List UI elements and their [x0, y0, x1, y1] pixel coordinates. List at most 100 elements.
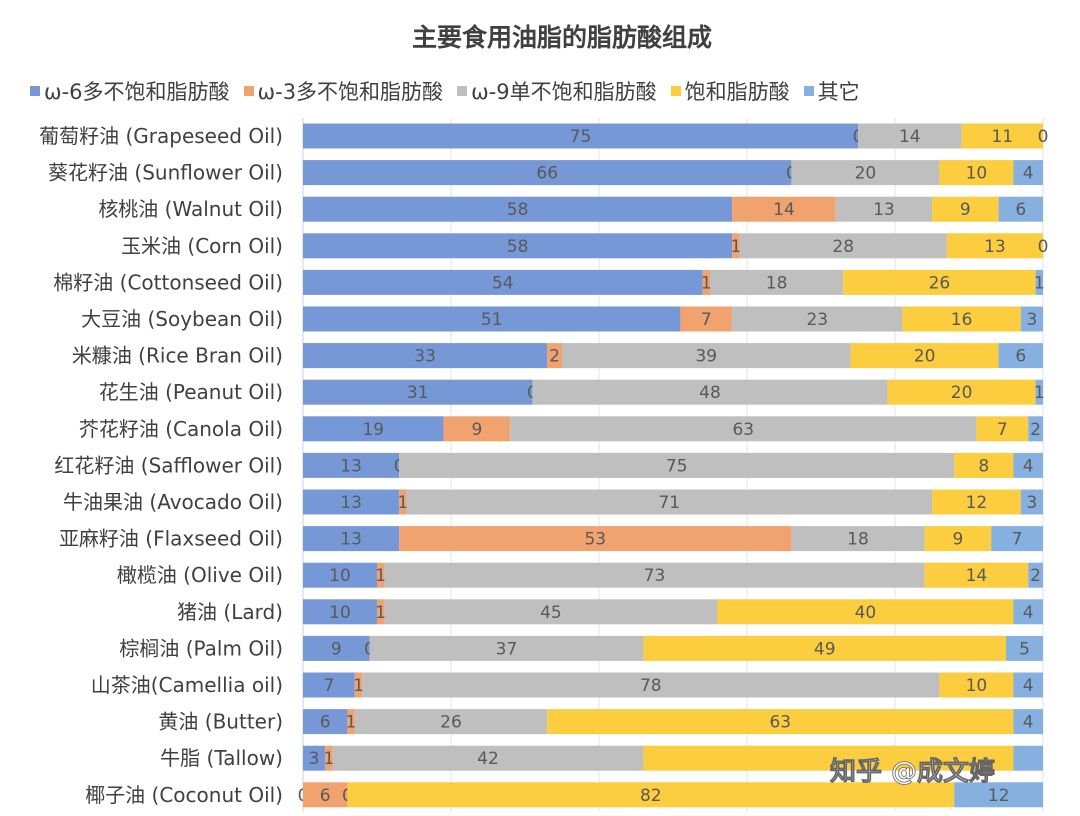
- data-label: 12: [966, 493, 988, 513]
- bar-segment: [369, 635, 644, 661]
- bar-segment: [303, 489, 400, 515]
- data-label: 4: [1023, 603, 1034, 623]
- chart-title: 主要食用油脂的脂肪酸组成: [411, 23, 712, 52]
- data-label: 12: [988, 786, 1010, 806]
- bar-segment: [902, 306, 1021, 332]
- legend-item: 饱和脂肪酸: [670, 76, 790, 106]
- data-label: 7: [323, 676, 334, 696]
- category-label: 猪油 (Lard): [177, 600, 283, 624]
- data-label: 8: [978, 456, 989, 476]
- category-label: 棕榈油 (Palm Oil): [119, 636, 283, 660]
- data-label: 10: [966, 164, 988, 184]
- bar-segment: [562, 343, 851, 369]
- legend-swatch: [803, 86, 814, 96]
- bar-segment: [303, 343, 548, 369]
- bar-segment: [377, 599, 385, 625]
- data-label: 58: [507, 237, 529, 257]
- data-label: 33: [414, 347, 436, 367]
- bar-segment: [717, 599, 1014, 625]
- bar-segment: [325, 745, 333, 771]
- data-label: 4: [1023, 164, 1034, 184]
- data-label: 13: [984, 237, 1006, 257]
- category-label: 棉籽油 (Cottonseed Oil): [53, 270, 283, 294]
- bar-segment: [946, 233, 1043, 259]
- bar-segment: [399, 452, 955, 478]
- bar-segment: [547, 709, 1014, 735]
- bar-segment: [303, 672, 355, 698]
- bar-segment: [1006, 635, 1043, 661]
- bar-segment: [939, 672, 1014, 698]
- data-label: 18: [766, 273, 788, 293]
- bar-segment: [303, 123, 858, 149]
- data-label: 39: [695, 347, 717, 367]
- data-label: 7: [997, 420, 1008, 440]
- watermark: 知乎 @成文婷: [830, 756, 995, 787]
- data-label: 82: [640, 786, 662, 806]
- bar-segment: [710, 269, 844, 295]
- data-label: 10: [966, 676, 988, 696]
- bar-segment: [303, 562, 377, 588]
- bar-segment: [1013, 672, 1043, 698]
- bar-segment: [702, 269, 710, 295]
- data-label: 6: [320, 713, 331, 733]
- category-label: 牛脂 (Tallow): [160, 746, 283, 770]
- data-label: 1: [323, 749, 334, 769]
- data-label: 7: [701, 310, 712, 330]
- bar-segment: [924, 526, 992, 552]
- bar-segment: [399, 526, 792, 552]
- bar-segment: [998, 196, 1043, 222]
- data-label: 40: [855, 603, 877, 623]
- data-label: 1: [375, 603, 386, 623]
- bar-segment: [1028, 562, 1043, 588]
- data-label: 11: [991, 127, 1013, 147]
- bar-segment: [732, 306, 903, 332]
- data-label: 6: [1015, 347, 1026, 367]
- bar-segment: [643, 745, 1014, 771]
- data-label: 13: [340, 530, 362, 550]
- bar-segment: [998, 343, 1043, 369]
- data-label: 2: [1030, 420, 1041, 440]
- data-label: 66: [536, 164, 558, 184]
- bar-segment: [939, 160, 1014, 186]
- legend-item: ω-3多不饱和脂肪酸: [243, 76, 444, 106]
- category-label: 核桃油 (Walnut Oil): [98, 197, 283, 221]
- bar-segment: [732, 233, 740, 259]
- data-label: 13: [340, 493, 362, 513]
- bar-segment: [835, 196, 932, 222]
- bar-segment: [303, 526, 400, 552]
- data-label: 3: [309, 749, 320, 769]
- data-label: 7: [1012, 530, 1023, 550]
- data-label: 9: [471, 420, 482, 440]
- bar-segment: [303, 306, 681, 332]
- bar-segment: [932, 489, 1021, 515]
- data-label: 45: [540, 603, 562, 623]
- legend-swatch: [30, 86, 40, 96]
- bar-segment: [1013, 160, 1043, 186]
- data-label: 6: [1015, 200, 1026, 220]
- data-label: 16: [951, 310, 973, 330]
- data-label: 13: [340, 456, 362, 476]
- data-label: 0: [1038, 127, 1049, 147]
- data-label: 6: [320, 786, 331, 806]
- bar-segment: [547, 343, 562, 369]
- bar-segment: [843, 269, 1036, 295]
- bar-segment: [406, 489, 933, 515]
- category-label: 橄榄油 (Olive Oil): [117, 563, 283, 587]
- bar-segment: [732, 196, 836, 222]
- bar-segment: [332, 745, 644, 771]
- data-label: 75: [666, 456, 688, 476]
- bar-segment: [362, 672, 940, 698]
- data-label: 63: [769, 713, 791, 733]
- bar-segment: [924, 562, 1029, 588]
- data-label: 53: [584, 530, 606, 550]
- data-label: 1: [1034, 383, 1045, 403]
- legend-label: ω-3多不饱和脂肪酸: [257, 80, 444, 104]
- data-label: 10: [329, 603, 351, 623]
- category-label: 红花籽油 (Safflower Oil): [54, 453, 283, 477]
- data-label: 14: [773, 200, 795, 220]
- bar-segment: [303, 233, 733, 259]
- data-label: 1: [375, 566, 386, 586]
- bar-segment: [991, 526, 1043, 552]
- category-label: 花生油 (Peanut Oil): [99, 380, 283, 404]
